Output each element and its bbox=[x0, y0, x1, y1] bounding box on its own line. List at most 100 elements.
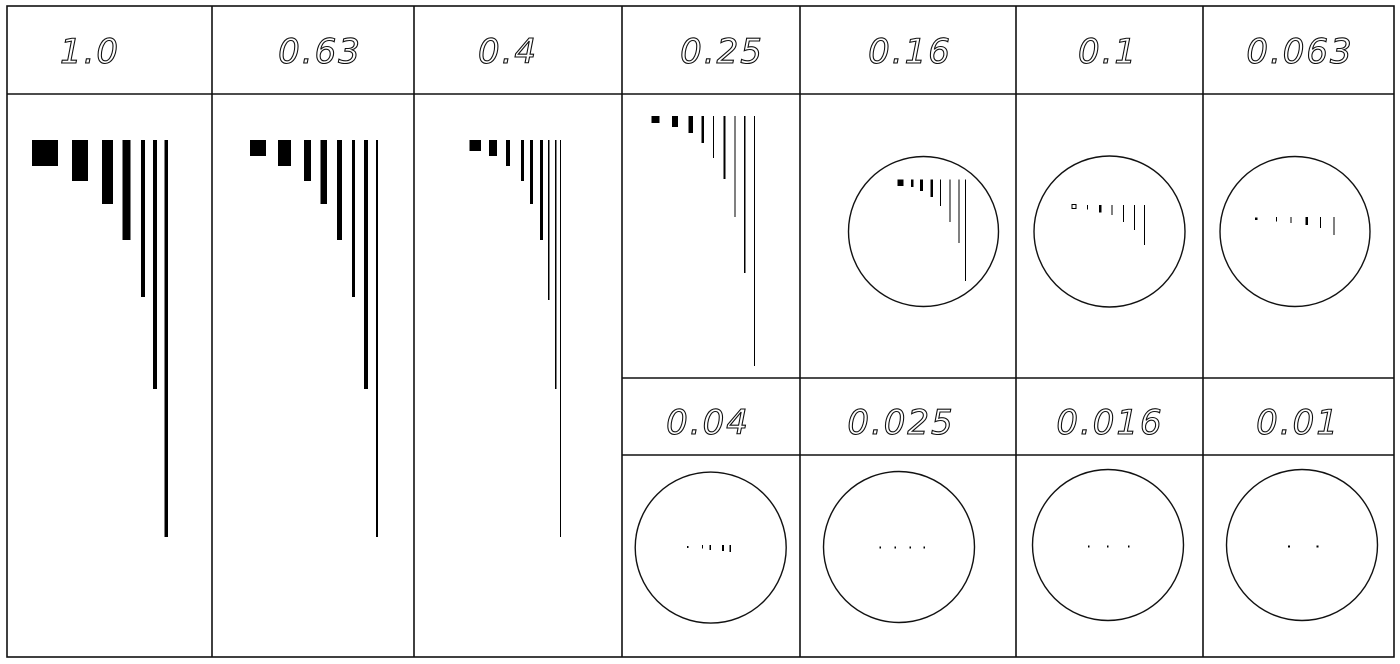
test-bar bbox=[701, 116, 704, 143]
test-bar bbox=[304, 140, 311, 181]
pattern-0-63 bbox=[250, 140, 378, 537]
test-bar bbox=[672, 116, 678, 127]
field-circle bbox=[822, 470, 976, 624]
pattern-0-1 bbox=[1033, 155, 1186, 308]
test-bar bbox=[911, 179, 914, 187]
test-bar bbox=[1288, 545, 1290, 548]
test-square-hollow bbox=[1071, 204, 1077, 209]
test-bar bbox=[1320, 217, 1321, 228]
test-bar bbox=[722, 545, 724, 551]
pattern-0-4 bbox=[469, 140, 561, 537]
test-bar bbox=[337, 140, 342, 240]
test-bar bbox=[1107, 545, 1109, 548]
cell-label-0-25: 0.25 bbox=[680, 32, 764, 72]
test-bar bbox=[32, 140, 58, 166]
test-bar bbox=[250, 140, 266, 156]
test-bar bbox=[489, 140, 497, 156]
pattern-0-063 bbox=[1219, 155, 1371, 308]
test-bar bbox=[1305, 217, 1308, 225]
test-bar bbox=[744, 116, 746, 273]
test-bar bbox=[1099, 205, 1102, 213]
test-bar bbox=[278, 140, 291, 166]
test-bar bbox=[894, 546, 896, 549]
test-patterns bbox=[32, 116, 1379, 624]
test-bar bbox=[560, 140, 561, 537]
pattern-0-16 bbox=[847, 155, 1000, 308]
cell-label-1-0: 1.0 bbox=[60, 32, 120, 72]
test-bar bbox=[1290, 217, 1292, 223]
test-bar bbox=[965, 179, 966, 281]
pattern-0-016 bbox=[1031, 468, 1185, 622]
test-bar bbox=[723, 116, 726, 179]
test-bar bbox=[352, 140, 355, 297]
test-bar bbox=[1087, 205, 1088, 210]
test-bar bbox=[506, 140, 510, 166]
test-bar bbox=[1111, 205, 1113, 215]
test-bar bbox=[1255, 217, 1258, 220]
test-bar bbox=[958, 179, 960, 243]
test-bar bbox=[1128, 545, 1130, 548]
test-bar bbox=[320, 140, 327, 204]
test-bar bbox=[879, 546, 881, 549]
test-bar bbox=[713, 116, 714, 158]
labels: 1.0 0.63 0.4 0.25 0.16 0.1 0.063 0.04 0.… bbox=[59, 31, 1353, 443]
test-bar bbox=[687, 546, 689, 548]
test-bar bbox=[1276, 217, 1277, 222]
test-bar bbox=[521, 140, 524, 181]
cell-label-0-01: 0.01 bbox=[1256, 403, 1340, 443]
pattern-1-0 bbox=[32, 140, 168, 537]
outer-border bbox=[6, 5, 1395, 658]
test-bar bbox=[469, 140, 481, 151]
table-grid bbox=[6, 5, 1395, 658]
field-circle bbox=[1031, 468, 1185, 622]
test-bar bbox=[930, 179, 933, 197]
test-bar bbox=[102, 140, 113, 204]
test-bar bbox=[729, 545, 731, 552]
test-bar bbox=[940, 179, 941, 206]
test-bar bbox=[709, 545, 711, 550]
test-bar bbox=[1088, 545, 1090, 548]
test-bar bbox=[540, 140, 543, 240]
test-bar bbox=[376, 140, 378, 537]
test-bar bbox=[153, 140, 157, 389]
field-circle bbox=[634, 471, 787, 624]
test-bar bbox=[920, 179, 923, 191]
test-bar bbox=[949, 179, 951, 222]
cell-label-0-63: 0.63 bbox=[278, 32, 362, 72]
field-circle bbox=[847, 155, 1000, 308]
pattern-0-01 bbox=[1225, 468, 1379, 622]
test-bar bbox=[530, 140, 533, 204]
cell-label-0-1: 0.1 bbox=[1078, 32, 1138, 72]
test-bar bbox=[688, 116, 693, 133]
test-bar bbox=[72, 140, 88, 181]
field-circle bbox=[1219, 155, 1371, 308]
test-bar bbox=[702, 545, 703, 549]
pattern-0-025 bbox=[822, 470, 976, 624]
cell-label-0-4: 0.4 bbox=[478, 32, 538, 72]
cell-label-0-025: 0.025 bbox=[847, 403, 954, 443]
cell-label-0-016: 0.016 bbox=[1056, 403, 1163, 443]
pattern-0-25 bbox=[651, 116, 755, 366]
test-bar bbox=[754, 116, 755, 366]
test-bar bbox=[651, 116, 660, 123]
test-bar bbox=[1123, 205, 1124, 222]
cell-label-0-04: 0.04 bbox=[666, 403, 750, 443]
test-bar bbox=[141, 140, 145, 297]
test-bar bbox=[555, 140, 557, 389]
test-bar bbox=[1144, 205, 1145, 245]
cell-label-0-063: 0.063 bbox=[1246, 32, 1353, 72]
test-bar bbox=[122, 140, 131, 240]
test-bar bbox=[1134, 205, 1135, 230]
field-circle bbox=[1033, 155, 1186, 308]
test-bar bbox=[909, 546, 911, 549]
test-bar bbox=[1316, 545, 1319, 548]
test-bar bbox=[897, 179, 904, 186]
test-bar bbox=[734, 116, 736, 217]
test-bar bbox=[1333, 217, 1335, 235]
test-bar bbox=[548, 140, 550, 300]
cell-label-0-16: 0.16 bbox=[868, 32, 952, 72]
test-bar bbox=[364, 140, 368, 389]
test-bar bbox=[923, 546, 925, 549]
field-circle bbox=[1225, 468, 1379, 622]
